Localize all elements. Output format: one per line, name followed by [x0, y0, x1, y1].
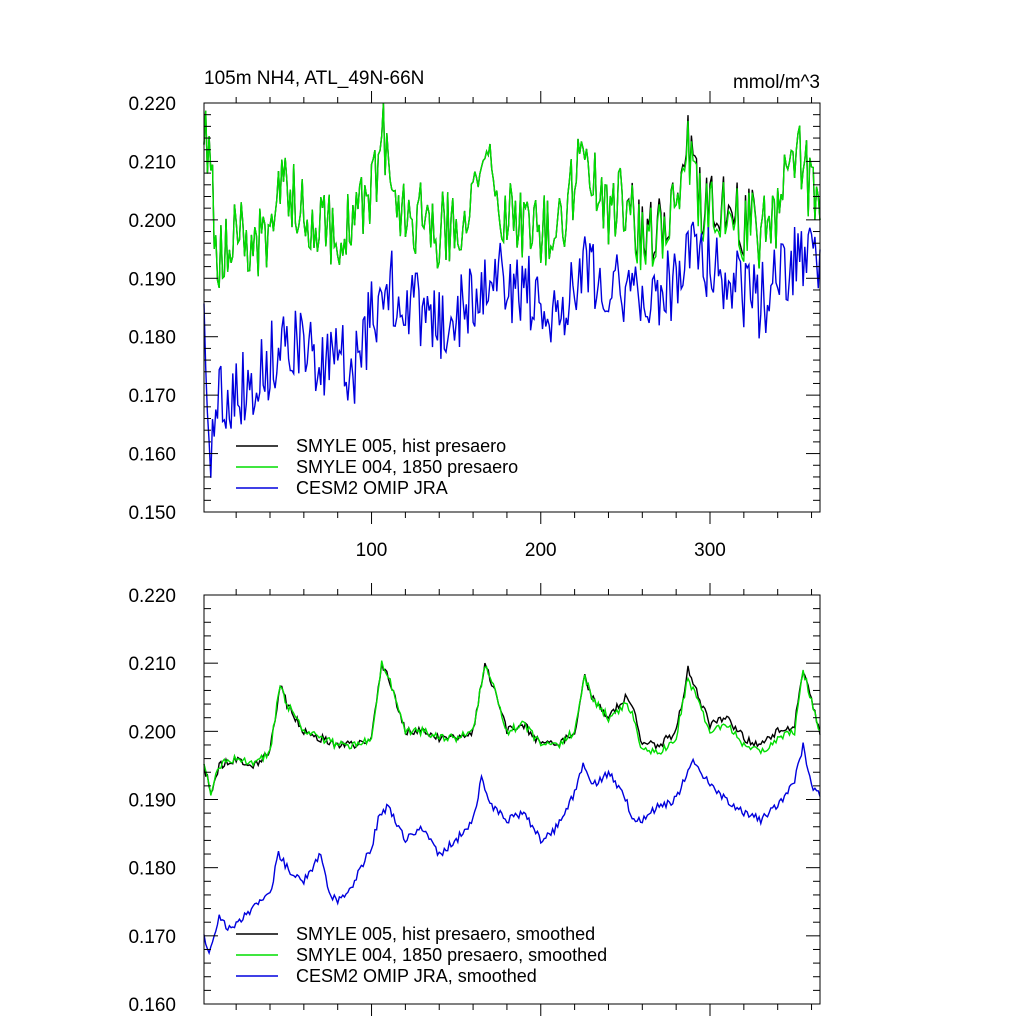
y-tick-label: 0.190: [128, 791, 176, 812]
y-tick-label: 0.200: [128, 211, 176, 232]
series-line-cesm2-omip-jra-smoothed: [203, 742, 821, 956]
y-tick-label: 0.200: [128, 722, 176, 743]
y-tick-label: 0.160: [128, 995, 176, 1016]
legend-label: CESM2 OMIP JRA: [296, 478, 448, 498]
series-line-smyle-004-1850-presaero-smoothed: [203, 660, 821, 796]
y-tick-label: 0.180: [128, 859, 176, 880]
y-tick-label: 0.160: [128, 445, 176, 466]
y-tick-label: 0.190: [128, 269, 176, 290]
y-tick-label: 0.220: [128, 586, 176, 607]
units-label: mmol/m^3: [733, 72, 820, 93]
y-tick-label: 0.220: [128, 94, 176, 115]
y-tick-label: 0.180: [128, 328, 176, 349]
legend-label: CESM2 OMIP JRA, smoothed: [296, 966, 537, 986]
legend-label: SMYLE 004, 1850 presaero, smoothed: [296, 945, 607, 965]
x-tick-label: 200: [525, 540, 557, 561]
x-tick-label: 300: [694, 540, 726, 561]
y-tick-label: 0.170: [128, 927, 176, 948]
series-line-smyle-005-hist-presaero-smoothed: [203, 662, 821, 795]
top-panel: 105m NH4, ATL_49N-66N mmol/m^3 0.150 0.16…: [128, 68, 821, 561]
x-tick-label: 100: [356, 540, 388, 561]
y-tick-label: 0.170: [128, 386, 176, 407]
top-plot-frame: [203, 102, 821, 513]
legend-label: SMYLE 005, hist presaero, smoothed: [296, 924, 595, 944]
top-chart-title: 105m NH4, ATL_49N-66N: [204, 68, 424, 89]
series-line-cesm2-omip-jra: [203, 221, 821, 478]
y-tick-label: 0.210: [128, 152, 176, 173]
bottom-panel: 0.160 0.170 0.180 0.190 0.200 0.210 0.220 SMYL…: [128, 583, 821, 1016]
y-tick-label: 0.210: [128, 654, 176, 675]
series-line-smyle-004-1850-presaero: [203, 102, 821, 288]
y-tick-label: 0.150: [128, 503, 176, 524]
legend-label: SMYLE 004, 1850 presaero: [296, 457, 518, 477]
legend-label: SMYLE 005, hist presaero: [296, 436, 506, 456]
